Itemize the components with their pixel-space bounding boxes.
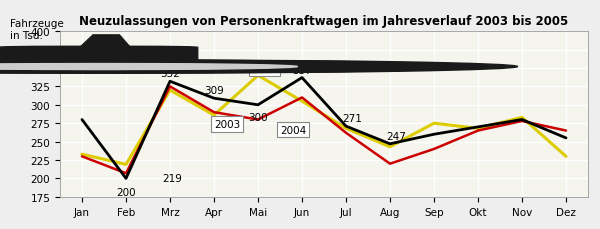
Text: 219: 219 <box>162 174 182 183</box>
Text: 2004: 2004 <box>280 125 307 135</box>
FancyBboxPatch shape <box>0 47 198 67</box>
Text: 271: 271 <box>343 114 362 124</box>
Circle shape <box>0 64 257 70</box>
Text: Fahrzeuge
in Tsd.: Fahrzeuge in Tsd. <box>10 19 64 40</box>
Text: 300: 300 <box>248 113 268 123</box>
Title: Neuzulassungen von Personenkraftwagen im Jahresverlauf 2003 bis 2005: Neuzulassungen von Personenkraftwagen im… <box>79 15 569 28</box>
Text: 309: 309 <box>204 86 224 96</box>
Circle shape <box>0 61 477 74</box>
Text: 2005: 2005 <box>251 64 278 74</box>
Text: 332: 332 <box>160 69 180 79</box>
Circle shape <box>0 64 298 70</box>
Text: 200: 200 <box>116 187 136 197</box>
Text: 2003: 2003 <box>214 119 241 129</box>
Text: 337: 337 <box>292 65 312 75</box>
Text: 247: 247 <box>386 131 407 141</box>
Circle shape <box>0 61 518 74</box>
Polygon shape <box>80 36 130 48</box>
